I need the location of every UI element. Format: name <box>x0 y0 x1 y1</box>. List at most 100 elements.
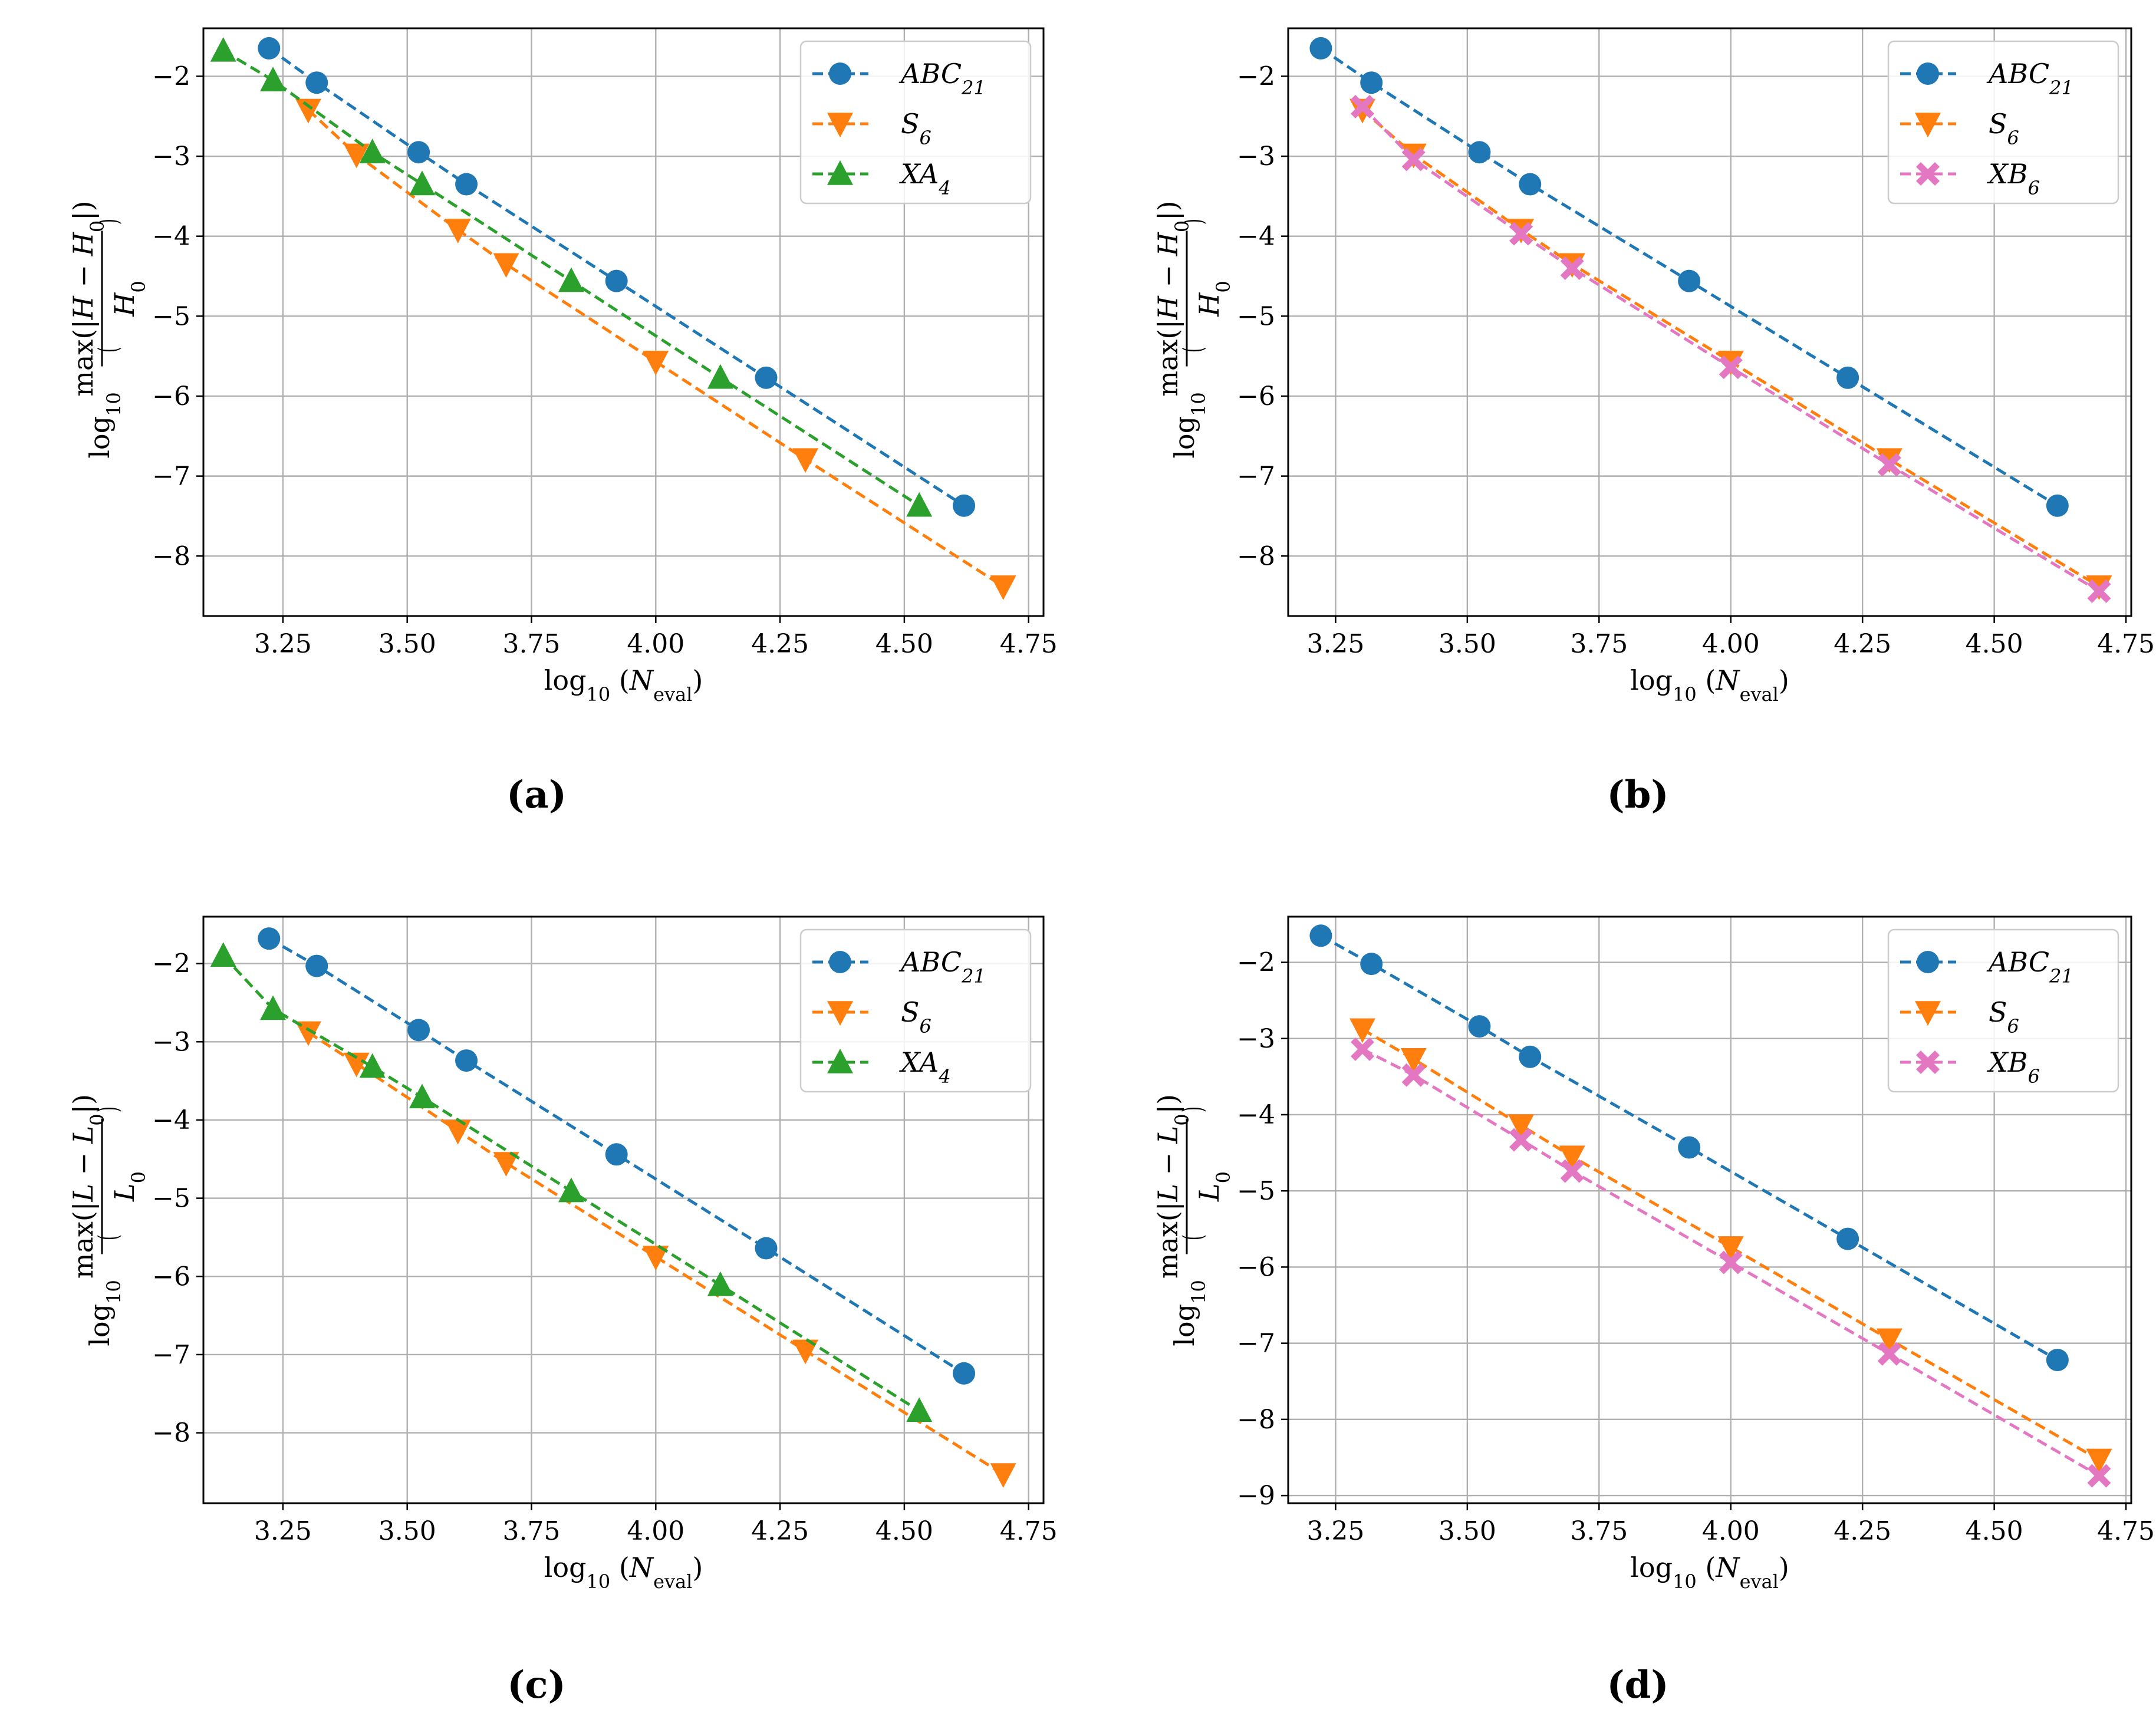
data-point-XB6 <box>2087 1464 2111 1488</box>
data-point-S6 <box>493 253 519 278</box>
y-tick-label: −8 <box>1237 541 1275 571</box>
data-point-ABC21 <box>1678 1136 1701 1159</box>
x-tick-label: 4.25 <box>1834 1516 1891 1546</box>
x-tick-label: 3.75 <box>503 629 561 659</box>
panel-label: (c) <box>507 1663 566 1707</box>
legend-box <box>1887 928 2119 1093</box>
y-tick-label: −8 <box>152 1418 190 1448</box>
y-axis-right-paren: ) <box>93 1106 124 1112</box>
x-tick-label: 3.75 <box>1570 629 1628 659</box>
plot-frame <box>1287 915 2132 1504</box>
legend: ABC21 S6 XB6 <box>1887 40 2119 205</box>
y-tick-label: −2 <box>1237 948 1275 978</box>
y-tick-label: −6 <box>152 1262 190 1292</box>
data-point-ABC21 <box>605 1143 628 1166</box>
legend: ABC21 S6 XB6 <box>1887 928 2119 1093</box>
legend: ABC21 S6 XA4 <box>799 928 1032 1093</box>
y-tick-label: −2 <box>1237 61 1275 91</box>
y-axis-left-paren: ( <box>93 1234 124 1240</box>
data-point-XA4 <box>906 492 933 517</box>
legend-marker-XA4 <box>827 160 853 185</box>
data-point-ABC21 <box>1468 141 1491 164</box>
data-point-ABC21 <box>407 141 430 164</box>
data-point-S6 <box>295 98 321 124</box>
y-tick-label: −8 <box>1237 1405 1275 1435</box>
y-axis-left-paren: ( <box>1177 347 1209 353</box>
y-tick-label: −7 <box>152 1340 190 1370</box>
data-point-S6 <box>1349 1018 1376 1043</box>
legend-marker-ABC21 <box>829 62 851 85</box>
data-point-XB6 <box>1351 1037 1375 1061</box>
data-point-ABC21 <box>953 494 976 517</box>
series-XB6 <box>1351 94 2111 603</box>
data-point-S6 <box>2086 1448 2112 1474</box>
y-axis-numerator: max(|H − H0|) <box>67 200 108 396</box>
x-tick-label: 4.00 <box>627 629 684 659</box>
data-point-XB6 <box>1401 1063 1426 1087</box>
x-axis-label: log10 (Neval) <box>544 1552 703 1593</box>
data-point-XA4 <box>359 139 386 163</box>
y-tick-label: −5 <box>1237 1176 1275 1206</box>
series-XA4 <box>210 942 933 1422</box>
y-tick-label: −2 <box>152 949 190 979</box>
y-tick-label: −4 <box>1237 1100 1275 1130</box>
y-tick-label: −6 <box>152 381 190 411</box>
legend-label-ABC21: ABC21 <box>898 946 986 987</box>
legend-label-S6: S6 <box>1989 996 2019 1037</box>
y-axis-denominator: L0 <box>108 1171 150 1202</box>
data-point-ABC21 <box>1519 173 1542 196</box>
x-tick-label: 3.50 <box>378 629 436 659</box>
data-point-ABC21 <box>755 1237 778 1260</box>
y-tick-label: −4 <box>152 1105 190 1135</box>
x-tick-label: 4.00 <box>627 1516 684 1546</box>
y-axis-left-paren: ( <box>93 347 124 353</box>
data-point-ABC21 <box>1360 71 1383 94</box>
x-tick-label: 4.75 <box>1000 629 1058 659</box>
data-point-S6 <box>1400 1048 1427 1073</box>
data-point-XB6 <box>1560 256 1584 280</box>
data-point-S6 <box>1876 1328 1902 1353</box>
y-tick-label: −7 <box>1237 1329 1275 1359</box>
x-tick-label: 4.25 <box>1834 629 1891 659</box>
data-point-ABC21 <box>1678 269 1701 292</box>
chart-panel-2: 3.25 3.50 3.75 4.00 4.25 4.50 4.75 −2 −3 −4 −5 −6 −7… <box>1152 27 2155 706</box>
y-axis-log-text: log10 <box>1168 392 1210 459</box>
chart-panel-3: 3.25 3.50 3.75 4.00 4.25 4.50 4.75 −2 −3 −4 −5 −6 −7… <box>67 915 1058 1593</box>
legend-label-ABC21: ABC21 <box>1986 946 2073 987</box>
legend-marker-S6 <box>827 1001 853 1026</box>
y-axis-right-paren: ) <box>1177 1106 1209 1112</box>
data-point-ABC21 <box>755 366 778 389</box>
legend-label-S6: S6 <box>901 996 931 1037</box>
legend-label-XA4: XA4 <box>899 158 951 199</box>
x-axis-label: log10 (Neval) <box>1630 1552 1789 1593</box>
data-point-S6 <box>445 219 471 243</box>
y-tick-label: −6 <box>1237 381 1275 411</box>
plot-frame <box>202 915 1045 1504</box>
data-point-ABC21 <box>305 71 328 94</box>
y-tick-label: −4 <box>152 222 190 252</box>
data-point-XA4 <box>409 170 436 196</box>
x-tick-label: 4.50 <box>875 1516 933 1546</box>
y-axis-numerator: max(|L − L0|) <box>1152 1094 1193 1279</box>
data-point-S6 <box>343 143 370 169</box>
x-tick-label: 4.00 <box>1702 629 1760 659</box>
data-point-XB6 <box>1560 1159 1584 1183</box>
data-point-XA4 <box>906 1397 933 1422</box>
data-point-S6 <box>445 1119 471 1145</box>
data-point-ABC21 <box>258 927 281 950</box>
data-point-ABC21 <box>2046 494 2069 517</box>
legend-label-ABC21: ABC21 <box>1986 58 2073 99</box>
data-point-XA4 <box>260 67 287 91</box>
y-tick-label: −3 <box>1237 1024 1275 1054</box>
plot-frame <box>202 27 1045 617</box>
data-point-ABC21 <box>1309 924 1332 947</box>
y-tick-label: −3 <box>152 141 190 172</box>
x-tick-label: 3.50 <box>378 1516 436 1546</box>
legend-marker-S6 <box>1915 1001 1941 1026</box>
data-point-ABC21 <box>455 173 478 196</box>
legend-box <box>799 928 1032 1093</box>
legend-marker-XA4 <box>827 1048 853 1073</box>
data-point-XA4 <box>558 267 584 292</box>
data-point-XA4 <box>260 995 287 1020</box>
y-axis-denominator: L0 <box>1193 1171 1235 1202</box>
